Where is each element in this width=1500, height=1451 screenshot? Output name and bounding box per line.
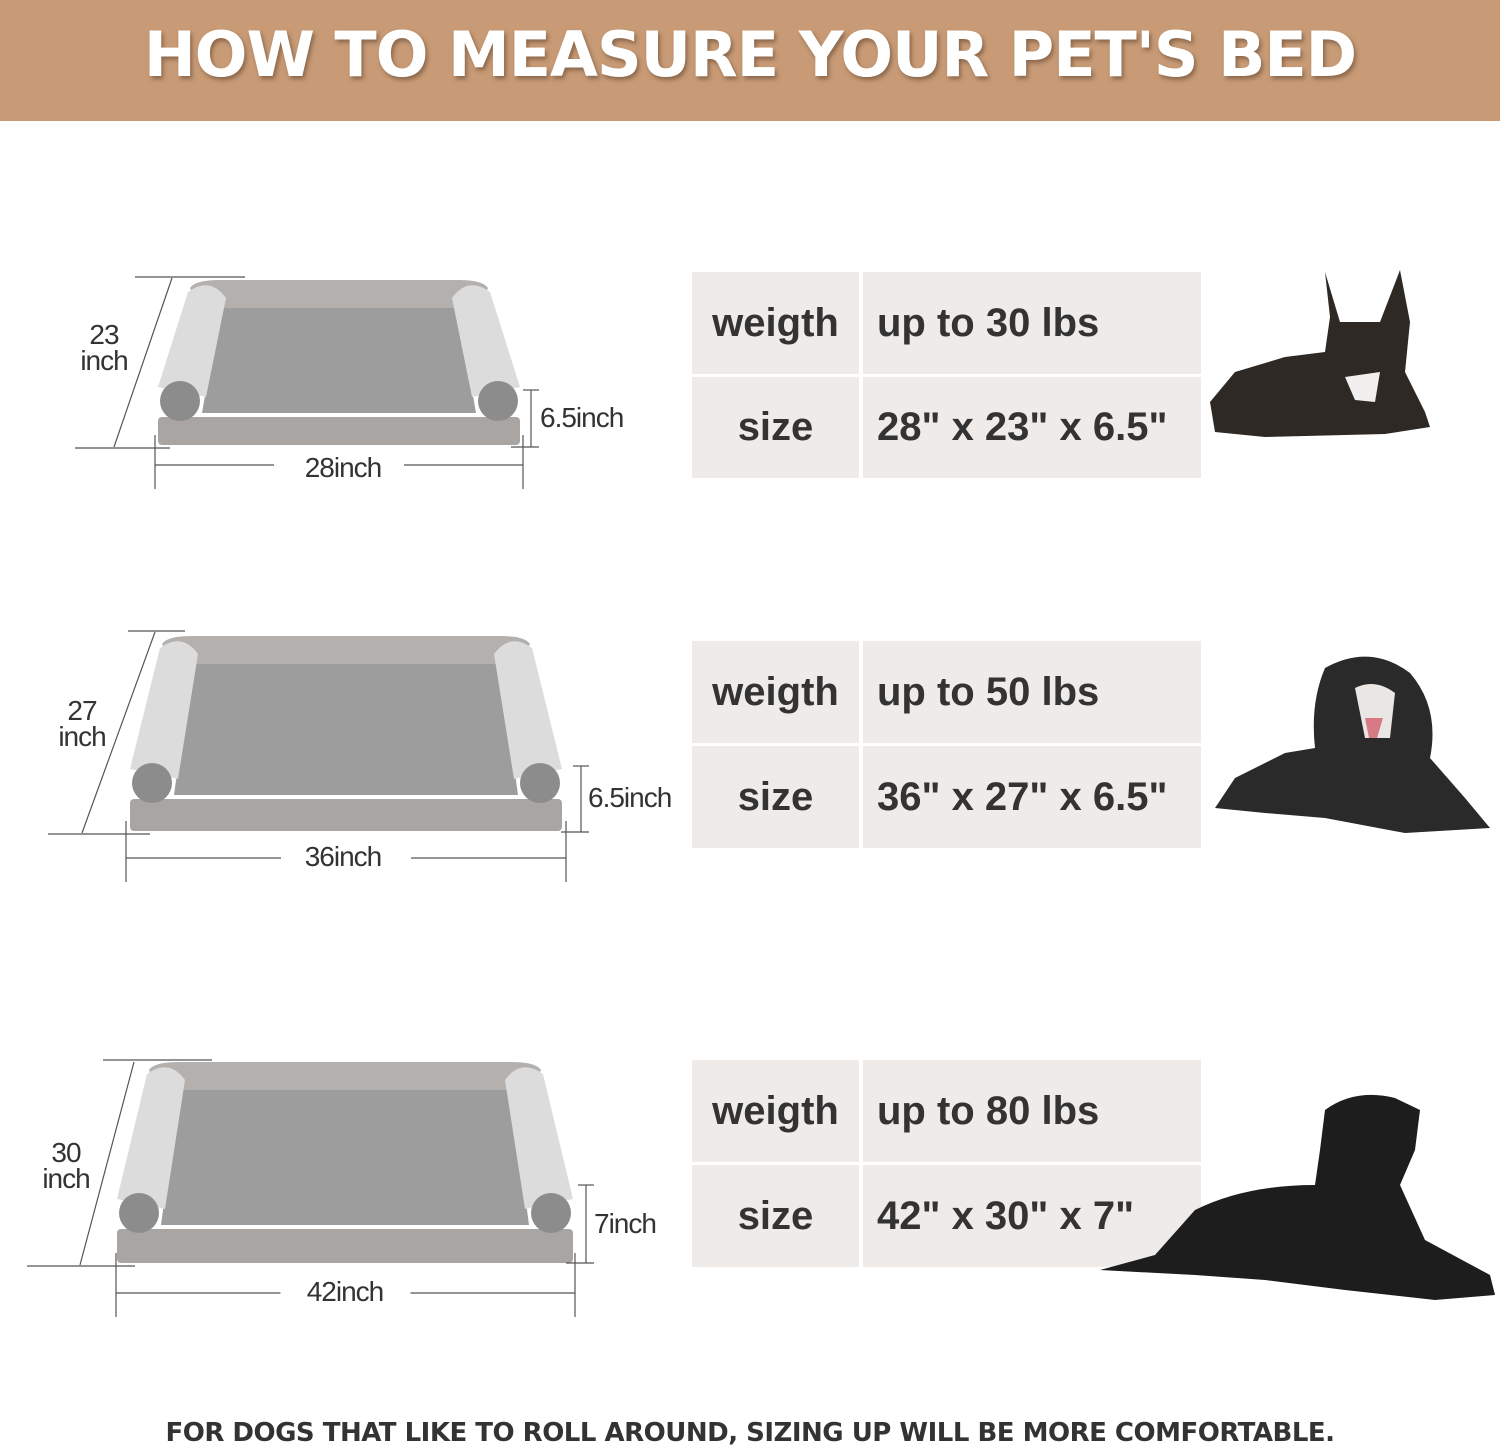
weight-value: up to 80 lbs: [863, 1060, 1201, 1162]
width-label: 28inch: [304, 452, 383, 483]
bed-base: [117, 1229, 573, 1263]
size-label: size: [692, 746, 859, 848]
width-label: 36inch: [304, 841, 383, 872]
bed-fleece: [202, 308, 476, 413]
bolster-end-right: [478, 381, 518, 421]
size-label: size: [692, 377, 859, 478]
bed-bolster-right: [452, 285, 520, 397]
bed-bolster-right: [505, 1067, 573, 1209]
size-table-large: weigth up to 80 lbs size 42" x 30" x 7": [692, 1060, 1201, 1267]
bed-base: [130, 799, 562, 831]
header-banner: HOW TO MEASURE YOUR PET'S BED: [0, 0, 1500, 121]
bed-diagram-large: [27, 1059, 594, 1317]
size-value: 28" x 23" x 6.5": [863, 377, 1201, 478]
bed-bolster-left: [130, 641, 198, 779]
bolster-end-right: [520, 763, 560, 803]
weight-value: up to 50 lbs: [863, 641, 1201, 743]
bed-bolster-left: [117, 1067, 185, 1209]
bed-back: [162, 636, 530, 664]
weight-label: weigth: [692, 272, 859, 374]
bed-diagram-medium: [48, 630, 589, 882]
depth-dimension-line: [79, 1061, 135, 1266]
bed-back: [190, 280, 488, 308]
labrador-image: [1100, 1094, 1495, 1300]
weight-value: up to 30 lbs: [863, 272, 1201, 374]
bed-back: [149, 1062, 541, 1090]
size-label: size: [692, 1165, 859, 1267]
size-table-medium: weigth up to 50 lbs size 36" x 27" x 6.5…: [692, 641, 1201, 848]
size-value: 42" x 30" x 7": [863, 1165, 1201, 1267]
depth-dimension-line: [113, 277, 173, 448]
width-label: 42inch: [306, 1276, 385, 1307]
bed-fleece: [174, 664, 518, 795]
depth-label: 27 inch: [58, 695, 106, 752]
bed-fleece: [161, 1090, 529, 1225]
depth-dimension-line: [81, 631, 156, 834]
bed-bolster-left: [158, 285, 226, 397]
bolster-end-left: [119, 1193, 159, 1233]
size-table-small: weigth up to 30 lbs size 28" x 23" x 6.5…: [692, 272, 1201, 478]
height-label: 7inch: [594, 1208, 657, 1239]
height-label: 6.5inch: [540, 402, 624, 433]
bed-base: [158, 417, 520, 445]
size-value: 36" x 27" x 6.5": [863, 746, 1201, 848]
bolster-end-left: [160, 381, 200, 421]
weight-label: weigth: [692, 641, 859, 743]
bed-diagram-small: [75, 276, 539, 489]
depth-label: 30 inch: [42, 1137, 90, 1194]
depth-label: 23 inch: [80, 319, 128, 376]
bed-bolster-right: [494, 641, 562, 779]
page-title: HOW TO MEASURE YOUR PET'S BED: [143, 18, 1357, 91]
french-bulldog-image: [1210, 270, 1430, 437]
spaniel-image: [1215, 656, 1490, 833]
footer-note: FOR DOGS THAT LIKE TO ROLL AROUND, SIZIN…: [165, 1418, 1335, 1448]
height-label: 6.5inch: [588, 782, 672, 813]
bolster-end-right: [531, 1193, 571, 1233]
weight-label: weigth: [692, 1060, 859, 1162]
bolster-end-left: [132, 763, 172, 803]
